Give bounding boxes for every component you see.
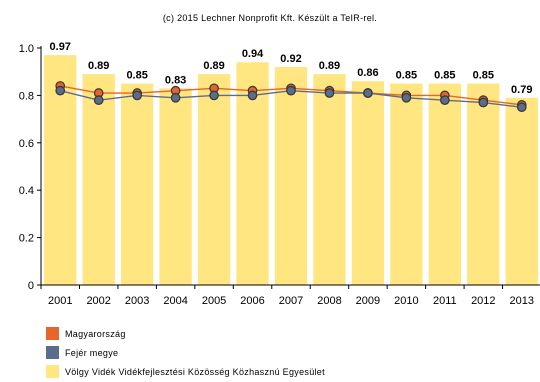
data-label: 0.85 [434,70,455,82]
series-point [93,95,104,105]
x-tick-label: 2004 [163,295,187,307]
x-tick-label: 2005 [202,295,226,307]
y-tick-label: 1.0 [19,43,34,55]
bar [313,74,346,285]
axes: 0 0.2 0.4 0.6 0.8 1.0 2001 2002 2003 2004 2005 2006… [19,43,540,307]
data-label: 0.97 [50,41,71,53]
data-label: 0.85 [126,70,147,82]
bar [505,97,538,286]
x-tick-label: 2013 [510,295,534,307]
bar [428,83,461,285]
series-point [363,88,373,98]
bar [159,88,192,285]
x-tick-label: 2003 [125,295,149,307]
legend-swatch [46,365,59,378]
data-label: 0.85 [396,70,417,82]
x-tick-label: 2001 [48,295,72,307]
y-tick-label: 0.6 [19,138,34,150]
series-point [478,97,489,108]
bar [121,83,154,285]
line-series [55,81,527,113]
series-point [324,88,335,98]
x-tick-label: 2002 [86,295,110,307]
bar [82,74,115,285]
series-point [209,90,219,101]
legend-swatch [46,327,59,340]
legend-label: Magyarország [65,328,126,339]
series-point [516,102,527,113]
data-label: 0.89 [88,60,109,72]
legend-swatch [46,346,59,359]
series-point [401,92,412,103]
x-tick-label: 2007 [279,295,303,307]
data-label: 0.85 [473,70,494,82]
legend-item-volgy-videk: Völgy Vidék Vidékfejlesztési Közösség Kö… [46,363,325,380]
y-tick-label: 0.8 [19,90,34,102]
bar [274,66,308,286]
data-label: 0.83 [165,74,186,86]
x-tick-label: 2006 [240,295,264,307]
x-tick-label: 2012 [471,295,495,307]
chart-title: (c) 2015 Lechner Nonprofit Kft. Készült … [163,13,377,23]
legend-label: Völgy Vidék Vidékfejlesztési Közösség Kö… [65,366,325,377]
bar-labels: 0.97 0.89 0.85 0.83 0.89 0.94 0.92 0.89 0.86 0.85… [50,41,533,96]
x-tick-label: 2010 [394,295,418,307]
data-label: 0.89 [203,60,224,72]
series-point [170,92,181,103]
legend-label: Fejér megye [65,347,119,358]
data-label: 0.79 [511,84,532,96]
bar-series [44,55,538,286]
y-tick-label: 0 [28,280,34,292]
legend-item-fejer-megye: Fejér megye [46,344,325,361]
legend-item-magyarorszag: Magyarország [46,325,325,342]
data-label: 0.86 [357,67,378,79]
bar [390,83,423,285]
y-tick-label: 0.4 [19,185,34,197]
y-tick-label: 0.2 [19,233,34,245]
x-tick-label: 2009 [356,295,380,307]
legend: Magyarország Fejér megye Völgy Vidék Vid… [46,325,325,382]
data-label: 0.94 [242,48,264,60]
series-point [55,85,66,96]
bar [467,83,500,285]
series-point [439,95,450,105]
x-tick-label: 2011 [433,295,457,307]
x-tick-label: 2008 [317,295,341,307]
series-point [286,85,296,96]
series-point [132,90,143,101]
data-label: 0.89 [319,60,340,72]
data-label: 0.92 [280,53,301,65]
series-point [247,90,258,101]
bar [351,81,385,286]
bar [197,74,231,285]
